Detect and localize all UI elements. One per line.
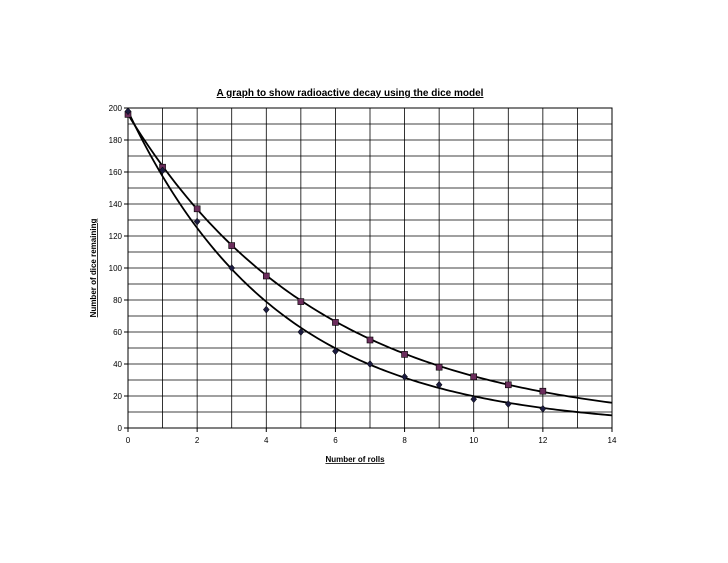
data-point-diamond [228,264,236,272]
y-tick-label: 120 [109,232,123,241]
data-point-diamond [539,404,547,413]
x-tick-label: 10 [469,436,478,445]
data-point-square [332,319,339,326]
data-point-square [297,298,305,305]
x-tick-label: 6 [333,436,338,445]
data-point-square [228,242,236,249]
data-point-square [262,272,270,280]
data-point-square [504,381,512,389]
x-axis: 0 2 4 6 8 10 12 14 [126,428,617,445]
x-tick-label: 12 [538,436,547,445]
y-tick-label: 160 [109,168,123,177]
y-tick-label: 180 [109,136,123,145]
y-tick-label: 0 [118,424,123,433]
data-point-diamond [124,107,132,116]
data-point-diamond [401,372,408,381]
data-point-diamond [193,217,201,226]
y-axis-label: Number of dice remaining [89,219,98,318]
y-tick-label: 60 [113,328,122,337]
data-point-square [401,351,408,358]
data-point-diamond [297,328,305,336]
data-point-diamond [262,305,270,314]
data-points [124,107,547,413]
x-tick-label: 0 [126,436,131,445]
x-tick-label: 8 [402,436,407,445]
y-tick-label: 200 [109,104,123,113]
x-tick-label: 2 [195,436,200,445]
data-point-square [470,373,478,381]
chart-title: A graph to show radioactive decay using … [217,88,484,99]
data-point-square [539,387,547,395]
y-tick-label: 40 [113,360,122,369]
x-tick-label: 4 [264,436,269,445]
data-point-square [366,336,374,344]
y-tick-label: 140 [109,200,123,209]
x-tick-label: 14 [608,436,617,445]
data-point-diamond [504,400,512,408]
data-point-diamond [470,395,478,404]
y-tick-label: 100 [109,264,123,273]
data-point-diamond [159,166,166,175]
y-tick-label: 80 [113,296,122,305]
y-axis: 0 20 40 60 80 100 120 140 160 180 200 [109,104,128,433]
data-point-diamond [435,380,443,389]
data-point-diamond [332,347,339,356]
y-tick-label: 20 [113,392,122,401]
data-point-diamond [366,360,374,368]
data-point-square [193,205,201,213]
x-axis-label: Number of rolls [325,455,385,464]
data-point-square [435,363,443,371]
grid [128,108,612,428]
